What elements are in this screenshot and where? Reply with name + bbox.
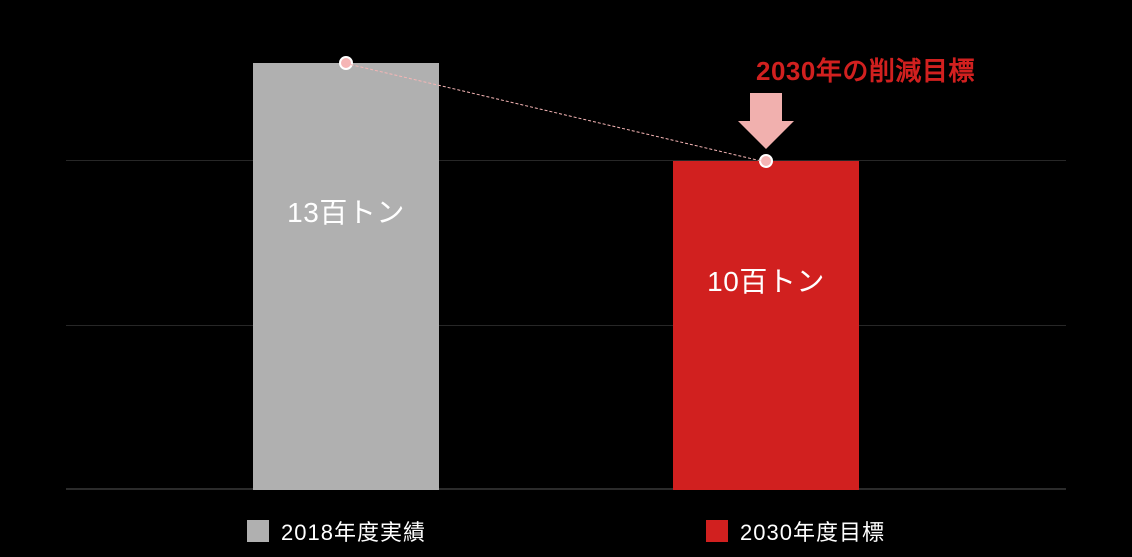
reduction-target-annotation: 2030年の削減目標 (756, 51, 975, 88)
gridline (66, 160, 1066, 161)
legend-swatch-icon (706, 520, 728, 542)
x-axis-baseline (66, 488, 1066, 490)
bar-target-2030: 10百トン (673, 161, 859, 490)
plot-area: 13百トン 10百トン 2030年の削減目標 (66, 30, 1066, 490)
bar-value-label: 10百トン (673, 260, 859, 300)
legend-label: 2018年度実績 (281, 515, 426, 547)
legend: 2018年度実績 2030年度目標 (0, 515, 1132, 547)
legend-swatch-icon (247, 520, 269, 542)
legend-item-2030: 2030年度目標 (706, 515, 885, 547)
bar-base-2018: 13百トン (253, 63, 439, 490)
gridline (66, 325, 1066, 326)
legend-item-2018: 2018年度実績 (247, 515, 426, 547)
legend-label: 2030年度目標 (740, 515, 885, 547)
bar-value-label: 13百トン (253, 191, 439, 231)
chart-container: 13百トン 10百トン 2030年の削減目標 2018年度実績 2030年度目標 (0, 0, 1132, 557)
